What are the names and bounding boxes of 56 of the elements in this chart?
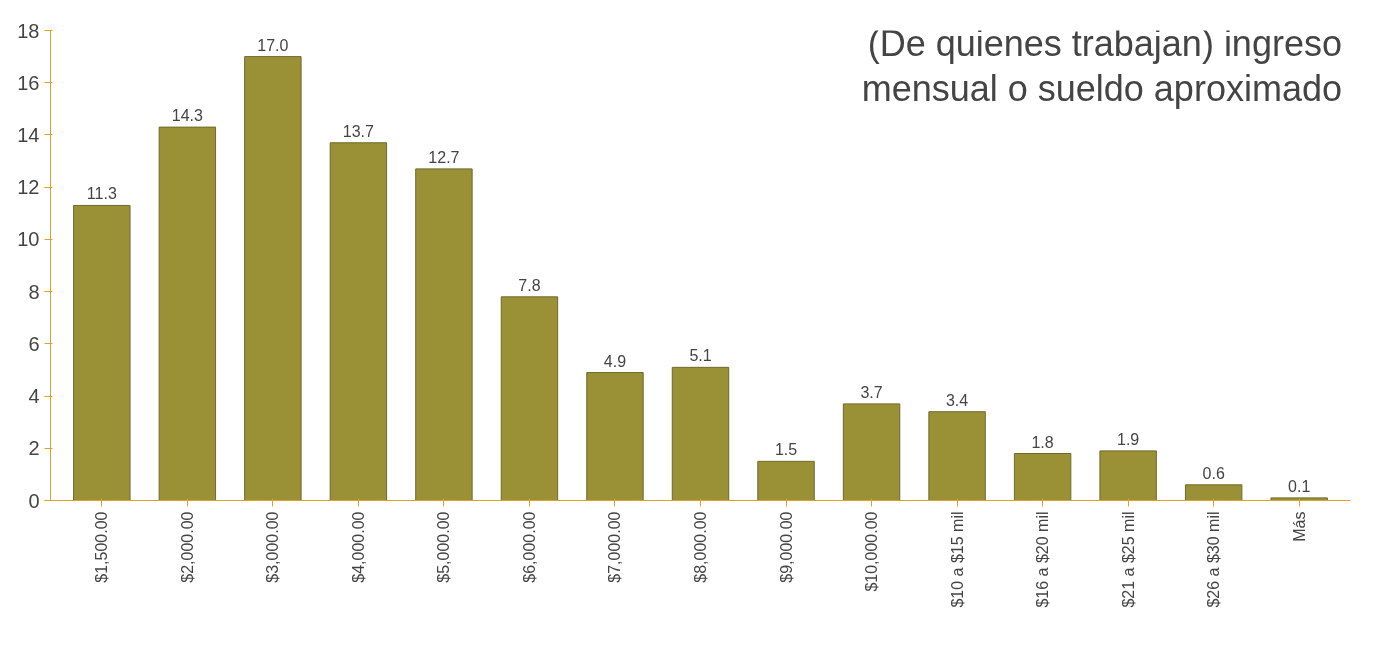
chart-title: (De quienes trabajan) ingreso mensual o sueldo aproximado <box>861 23 1342 109</box>
x-tick-label: $2,000.00 <box>178 511 196 583</box>
data-label: 4.9 <box>603 352 627 370</box>
data-label: 13.7 <box>342 122 375 140</box>
bar <box>1270 497 1328 501</box>
bar <box>586 372 644 501</box>
data-label: 3.7 <box>860 383 883 401</box>
y-tick-label: 10 <box>17 228 40 251</box>
data-label: 1.8 <box>1031 433 1054 451</box>
bar <box>1184 484 1243 501</box>
data-label: 14.3 <box>171 107 204 125</box>
x-tick-label: $10 a $15 mil <box>948 511 966 608</box>
bar <box>1099 450 1157 501</box>
x-tick-label: $5,000.00 <box>435 511 453 583</box>
y-tick-label: 6 <box>28 332 40 355</box>
x-tick-label: $26 a $30 mil <box>1205 511 1223 608</box>
data-label: 3.4 <box>945 391 969 409</box>
data-label: 0.1 <box>1288 477 1311 495</box>
x-tick-label: $4,000.00 <box>349 511 367 583</box>
bar <box>757 460 815 501</box>
bar <box>329 142 388 501</box>
data-label: 12.7 <box>428 148 460 166</box>
y-tick-label: 0 <box>28 489 40 512</box>
y-tick-label: 16 <box>17 71 40 94</box>
bar <box>1013 453 1072 501</box>
y-tick-label: 14 <box>17 123 40 146</box>
x-tick-label: $9,000.00 <box>777 511 795 583</box>
x-tick-label: $7,000.00 <box>606 511 624 583</box>
data-label: 11.3 <box>86 185 117 203</box>
bar <box>158 126 217 501</box>
data-label: 1.9 <box>1117 430 1140 448</box>
y-tick-label: 12 <box>17 176 40 199</box>
x-tick-label: $8,000.00 <box>692 511 709 583</box>
bar <box>500 296 559 501</box>
bar <box>73 204 131 501</box>
data-label: 17.0 <box>257 36 289 54</box>
bar <box>842 403 901 501</box>
x-tick-label: Más <box>1290 511 1308 542</box>
y-tick-label: 8 <box>28 280 40 303</box>
y-tick-label: 4 <box>28 385 40 408</box>
y-tick-label: 18 <box>17 19 40 42</box>
x-tick-label: $10,000.00 <box>863 511 881 592</box>
y-tick-label: 2 <box>28 437 40 460</box>
bar <box>244 56 302 501</box>
x-tick-label: $1,500.00 <box>93 511 111 583</box>
data-label: 0.6 <box>1202 464 1225 482</box>
x-tick-label: $3,000.00 <box>264 511 282 583</box>
data-label: 5.1 <box>689 347 712 365</box>
x-tick-label: $21 a $25 mil <box>1119 511 1137 608</box>
bar <box>671 366 730 501</box>
x-tick-label: $16 a $20 mil <box>1034 511 1052 608</box>
bar <box>415 168 473 501</box>
data-label: 7.8 <box>518 276 541 294</box>
x-tick-label: $6,000.00 <box>520 511 538 583</box>
bar <box>928 411 986 501</box>
data-label: 1.5 <box>774 441 798 459</box>
